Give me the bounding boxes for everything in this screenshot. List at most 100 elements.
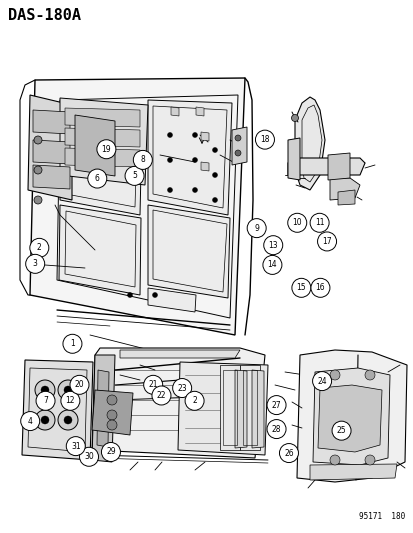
Text: 23: 23: [177, 384, 187, 392]
Text: 11: 11: [314, 219, 323, 227]
Circle shape: [167, 188, 172, 192]
Circle shape: [317, 232, 336, 251]
Circle shape: [291, 278, 310, 297]
Polygon shape: [312, 368, 389, 465]
Circle shape: [331, 421, 350, 440]
Circle shape: [107, 395, 117, 405]
Polygon shape: [327, 153, 349, 180]
Circle shape: [291, 115, 298, 122]
Polygon shape: [65, 128, 140, 147]
Text: 26: 26: [283, 449, 293, 457]
Polygon shape: [75, 115, 115, 176]
Circle shape: [63, 334, 82, 353]
Circle shape: [58, 380, 78, 400]
Text: 27: 27: [271, 401, 281, 409]
Text: 16: 16: [315, 284, 325, 292]
Polygon shape: [65, 148, 140, 167]
Circle shape: [70, 375, 89, 394]
Polygon shape: [337, 190, 354, 205]
Circle shape: [212, 173, 217, 177]
Circle shape: [192, 133, 197, 138]
Text: 19: 19: [101, 145, 111, 154]
Circle shape: [21, 411, 40, 431]
Circle shape: [88, 169, 107, 188]
Circle shape: [312, 372, 331, 391]
Circle shape: [30, 238, 49, 257]
Polygon shape: [28, 95, 72, 200]
Polygon shape: [97, 370, 109, 447]
Circle shape: [247, 219, 266, 238]
Text: 14: 14: [267, 261, 277, 269]
Text: 30: 30: [84, 453, 94, 461]
Text: 4: 4: [28, 417, 33, 425]
Circle shape: [127, 293, 132, 297]
Circle shape: [212, 198, 217, 203]
Circle shape: [64, 416, 72, 424]
Circle shape: [287, 213, 306, 232]
Polygon shape: [92, 390, 133, 435]
Polygon shape: [171, 107, 178, 116]
Text: 12: 12: [66, 397, 75, 405]
Polygon shape: [92, 355, 115, 462]
Circle shape: [309, 213, 328, 232]
Circle shape: [266, 419, 285, 439]
Circle shape: [212, 148, 217, 152]
Circle shape: [167, 157, 172, 163]
Circle shape: [35, 410, 55, 430]
Circle shape: [235, 135, 240, 141]
Text: 1: 1: [70, 340, 75, 348]
Circle shape: [329, 455, 339, 465]
Circle shape: [41, 386, 49, 394]
Circle shape: [263, 236, 282, 255]
Circle shape: [36, 391, 55, 410]
Polygon shape: [219, 365, 240, 450]
Circle shape: [192, 157, 197, 163]
Polygon shape: [59, 205, 141, 295]
Text: 31: 31: [71, 442, 81, 450]
Polygon shape: [60, 115, 142, 215]
Polygon shape: [65, 108, 140, 127]
Circle shape: [262, 255, 281, 274]
Polygon shape: [33, 110, 70, 134]
Circle shape: [235, 150, 240, 156]
Polygon shape: [287, 158, 364, 175]
Polygon shape: [329, 178, 359, 200]
Circle shape: [101, 442, 120, 462]
Text: 25: 25: [336, 426, 346, 435]
Polygon shape: [22, 360, 93, 460]
Polygon shape: [147, 205, 230, 298]
Circle shape: [107, 410, 117, 420]
Text: 18: 18: [260, 135, 269, 144]
Text: 28: 28: [271, 425, 280, 433]
Circle shape: [255, 130, 274, 149]
Circle shape: [364, 370, 374, 380]
Circle shape: [185, 391, 204, 410]
Polygon shape: [147, 288, 195, 312]
Circle shape: [34, 196, 42, 204]
Polygon shape: [120, 350, 240, 358]
Text: 2: 2: [37, 244, 42, 252]
Text: 21: 21: [148, 381, 157, 389]
Text: 5: 5: [132, 172, 137, 180]
Text: 10: 10: [292, 219, 301, 227]
Circle shape: [133, 150, 152, 169]
Text: 20: 20: [74, 381, 84, 389]
Polygon shape: [195, 107, 204, 116]
Circle shape: [279, 443, 298, 463]
Text: 7: 7: [43, 397, 48, 405]
Text: 22: 22: [157, 391, 166, 400]
Polygon shape: [317, 385, 381, 452]
Polygon shape: [309, 464, 396, 480]
Polygon shape: [33, 140, 70, 164]
Circle shape: [192, 188, 197, 192]
Polygon shape: [235, 370, 247, 448]
Circle shape: [61, 391, 80, 410]
Polygon shape: [33, 165, 70, 189]
Circle shape: [58, 410, 78, 430]
Polygon shape: [231, 127, 247, 165]
Circle shape: [79, 447, 98, 466]
Circle shape: [172, 378, 191, 398]
Circle shape: [97, 140, 116, 159]
Text: 95171  180: 95171 180: [358, 512, 404, 521]
Circle shape: [310, 278, 329, 297]
